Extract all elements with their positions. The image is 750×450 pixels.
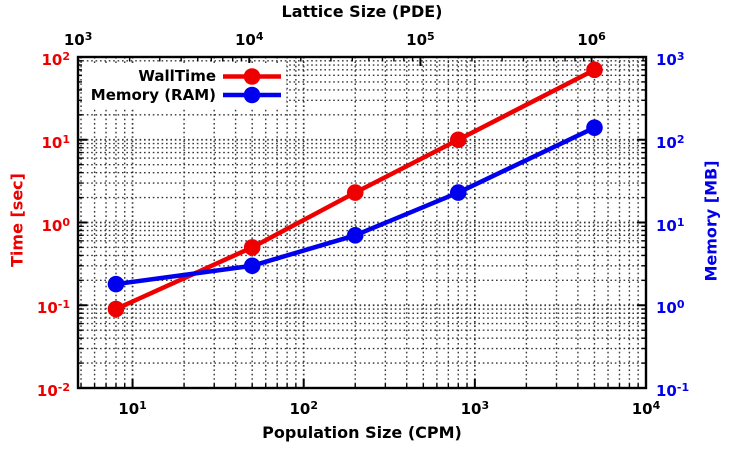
bottom-tick-label: 101 (118, 399, 147, 418)
memory-data-point (107, 275, 125, 293)
exponent: 4 (255, 30, 264, 43)
walltime-data-point (449, 131, 467, 149)
memory-data-point (346, 227, 364, 244)
left-tick-label: 100 (41, 215, 70, 235)
right-tick-label: 101 (656, 215, 685, 235)
right-tick-label: 100 (656, 298, 685, 318)
exponent: 2 (676, 132, 685, 146)
plot-frame (76, 55, 648, 390)
legend-memory-sample-marker (243, 86, 261, 104)
legend-label-walltime: WallTime (138, 67, 216, 85)
left-tick-label: 101 (41, 132, 70, 152)
exponent: 3 (676, 50, 685, 63)
top-tick-label: 103 (63, 30, 93, 49)
exponent: 5 (427, 30, 435, 43)
exponent: 6 (598, 30, 606, 43)
right-tick-label: 102 (656, 132, 685, 152)
exponent: 3 (84, 30, 93, 43)
walltime-data-point (586, 61, 603, 79)
exponent: 0 (62, 215, 70, 229)
top-axis-title: Lattice Size (PDE) (281, 2, 443, 21)
legend-label-memory: Memory (RAM) (90, 86, 216, 104)
exponent: 2 (62, 50, 70, 63)
memory-data-point (449, 184, 467, 201)
exponent: 2 (310, 399, 318, 412)
left-tick-label: 10-2 (36, 381, 70, 400)
right-tick-label: 10-1 (656, 381, 690, 400)
bottom-axis-title: Population Size (CPM) (262, 423, 462, 442)
bottom-tick-label: 103 (460, 399, 490, 418)
walltime-data-point (346, 184, 364, 201)
top-tick-label: 104 (235, 30, 264, 49)
bottom-tick-label: 102 (289, 399, 318, 418)
walltime-data-point (243, 239, 261, 256)
exponent: -1 (57, 298, 70, 312)
left-tick-label: 102 (41, 50, 70, 69)
exponent: 3 (481, 399, 490, 412)
exponent: 1 (62, 132, 70, 146)
top-tick-label: 105 (406, 30, 435, 49)
memory-data-point (243, 257, 261, 275)
exponent: 0 (676, 298, 685, 312)
exponent: -2 (57, 381, 70, 394)
right-tick-label: 103 (656, 50, 685, 69)
exponent: 4 (652, 399, 661, 412)
exponent: 1 (139, 399, 147, 412)
left-axis-title: Time [sec] (7, 173, 27, 267)
top-tick-label: 106 (577, 30, 606, 49)
right-axis-title: Memory [MB] (701, 160, 721, 282)
walltime-data-point (107, 300, 125, 318)
bottom-tick-label: 104 (631, 399, 661, 418)
exponent: -1 (676, 381, 690, 394)
legend-walltime-sample-marker (243, 68, 261, 85)
memory-data-point (586, 119, 603, 136)
left-tick-label: 10-1 (36, 298, 70, 318)
exponent: 1 (676, 215, 685, 229)
